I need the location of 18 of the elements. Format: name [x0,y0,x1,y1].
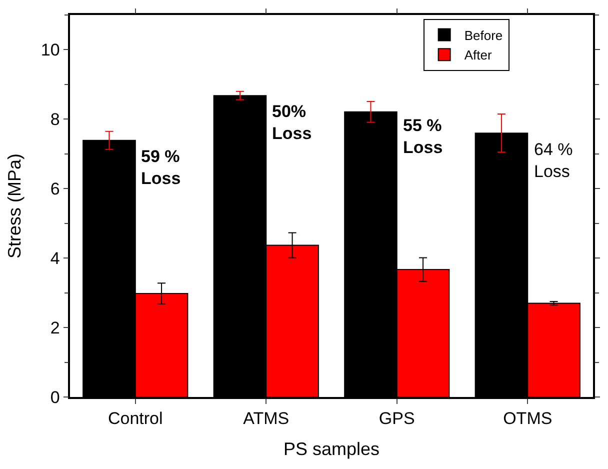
x-tick-label: ATMS [243,409,290,428]
y-tick-label: 8 [50,110,60,130]
y-tick-label: 6 [50,180,60,199]
annotation: 64 % Loss [534,140,573,182]
y-tick-label: 10 [40,40,60,60]
y-tick-label: 4 [50,249,60,268]
legend-label: Before [464,28,503,43]
annotation: 59 % Loss [141,147,181,188]
x-tick-label: Control [108,409,163,428]
x-tick-label: GPS [378,409,415,428]
annotation: 55 % Loss [403,116,443,158]
x-axis-title: PS samples [283,438,380,459]
legend-label: After [464,48,492,63]
y-axis-title: Stress (MPa) [4,153,25,259]
y-tick-label: 2 [50,318,60,338]
annotation: 50% Loss [272,102,312,144]
y-tick-label: 0 [50,388,60,407]
x-tick-label: OTMS [503,409,552,428]
